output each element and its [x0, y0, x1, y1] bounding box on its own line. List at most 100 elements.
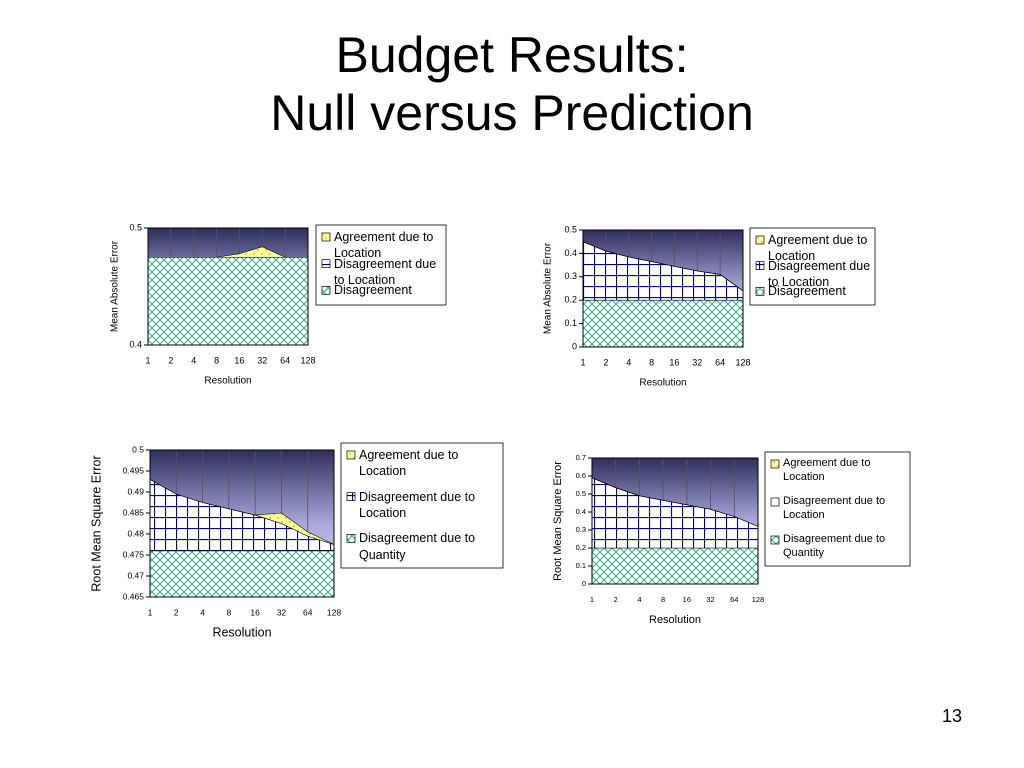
y-tick-label: 0.5 — [129, 222, 142, 232]
x-tick-label: 1 — [590, 595, 594, 604]
y-tick-label: 0.1 — [576, 561, 586, 570]
plot-frame — [147, 227, 309, 346]
x-tick-label: 1 — [148, 607, 153, 617]
legend-label: Disagreement due to Location — [334, 256, 437, 287]
legend-label: Disagreement due to Quantity — [359, 531, 476, 562]
page-number: 13 — [941, 706, 962, 726]
x-axis-label: Resolution — [212, 625, 271, 639]
legend-box — [340, 442, 504, 569]
x-tick-label: 32 — [257, 355, 267, 365]
y-tick-label: 0.7 — [576, 453, 586, 462]
legend-swatch — [755, 261, 765, 271]
y-tick-label: 0.4 — [576, 507, 586, 516]
x-tick-label: 8 — [214, 355, 219, 365]
x-axis-label: Resolution — [639, 378, 686, 389]
y-tick-label: 0.3 — [564, 271, 577, 281]
plot-frame — [149, 449, 335, 598]
legend-swatch — [321, 259, 331, 269]
x-tick-label: 2 — [174, 607, 179, 617]
y-tick-label: 0.5 — [576, 489, 586, 498]
x-tick-label: 64 — [280, 355, 290, 365]
legend-swatch — [770, 497, 780, 507]
y-tick-label: 0.49 — [127, 486, 144, 496]
legend-swatch — [755, 235, 765, 245]
y-tick-label: 0.47 — [127, 570, 144, 580]
legend-label: Agreement due to Location — [359, 448, 459, 479]
legend-label: Disagreement — [334, 283, 412, 298]
y-tick-label: 0.48 — [127, 528, 144, 538]
x-tick-label: 2 — [603, 357, 608, 367]
legend-swatch — [321, 285, 331, 295]
legend-swatch — [770, 535, 780, 545]
y-tick-label: 0.4 — [129, 339, 142, 349]
legend-label: Agreement due to Location — [783, 457, 871, 484]
y-tick-label: 0.6 — [576, 471, 586, 480]
legend-swatch — [346, 533, 356, 543]
y-tick-label: 0.2 — [564, 295, 577, 305]
y-tick-label: 0 — [582, 579, 586, 588]
x-tick-label: 16 — [683, 595, 691, 604]
legend-swatch — [346, 450, 356, 460]
x-tick-label: 128 — [300, 355, 315, 365]
area-series — [582, 299, 744, 348]
x-tick-label: 2 — [168, 355, 173, 365]
x-tick-label: 32 — [277, 607, 287, 617]
legend-box — [764, 451, 911, 567]
y-tick-label: 0.5 — [132, 444, 144, 454]
x-tick-label: 8 — [649, 357, 654, 367]
legend-label: Agreement due to Location — [768, 233, 868, 264]
x-tick-label: 64 — [303, 607, 313, 617]
title-line: Budget Results: — [335, 27, 689, 83]
x-axis-label: Resolution — [649, 614, 701, 626]
x-tick-label: 32 — [706, 595, 714, 604]
y-tick-label: 0 — [572, 341, 577, 351]
area-series — [149, 550, 335, 598]
legend-label: Disagreement due to Location — [359, 489, 476, 520]
y-tick-label: 0.1 — [564, 318, 577, 328]
legend-swatch — [770, 459, 780, 469]
x-tick-label: 32 — [692, 357, 702, 367]
legend-swatch — [755, 286, 765, 296]
legend-label: Disagreement due to Location — [768, 258, 871, 289]
legend-label: Disagreement — [768, 284, 846, 299]
x-tick-label: 2 — [614, 595, 618, 604]
legend-label: Disagreement due to Quantity — [783, 533, 886, 560]
y-tick-label: 0.475 — [123, 549, 145, 559]
y-tick-label: 0.2 — [576, 543, 586, 552]
x-tick-label: 8 — [226, 607, 231, 617]
x-axis-label: Resolution — [204, 376, 251, 387]
y-tick-label: 0.5 — [564, 224, 577, 234]
x-tick-label: 8 — [661, 595, 665, 604]
x-tick-label: 16 — [250, 607, 260, 617]
legend-label: Agreement due to Location — [334, 230, 434, 261]
x-tick-label: 128 — [327, 607, 341, 617]
x-tick-label: 64 — [730, 595, 738, 604]
x-tick-label: 4 — [626, 357, 631, 367]
y-axis-label: Mean Absolute Error — [543, 242, 554, 334]
legend-label: Disagreement due to Location — [783, 495, 886, 522]
title-line: Null versus Prediction — [270, 85, 754, 141]
y-tick-label: 0.465 — [123, 591, 145, 601]
x-tick-label: 128 — [735, 357, 750, 367]
area-series — [147, 256, 309, 346]
x-tick-label: 64 — [715, 357, 725, 367]
y-tick-label: 0.3 — [576, 525, 586, 534]
x-tick-label: 4 — [637, 595, 641, 604]
x-tick-label: 128 — [752, 595, 765, 604]
x-tick-label: 4 — [200, 607, 205, 617]
x-tick-label: 1 — [580, 357, 585, 367]
y-axis-label: Root Mean Square Error — [552, 461, 564, 581]
y-axis-label: Mean Absolute Error — [110, 240, 121, 332]
plot-frame — [591, 457, 759, 585]
x-tick-label: 4 — [191, 355, 196, 365]
y-axis-label: Root Mean Square Error — [89, 455, 103, 591]
y-tick-label: 0.4 — [564, 248, 577, 258]
slide-title: Budget Results: Null versus Prediction — [0, 26, 1024, 142]
plot-frame — [582, 229, 744, 348]
legend-swatch — [321, 232, 331, 242]
area-series — [148, 246, 308, 258]
legend-box — [315, 224, 447, 306]
x-tick-label: 16 — [234, 355, 244, 365]
